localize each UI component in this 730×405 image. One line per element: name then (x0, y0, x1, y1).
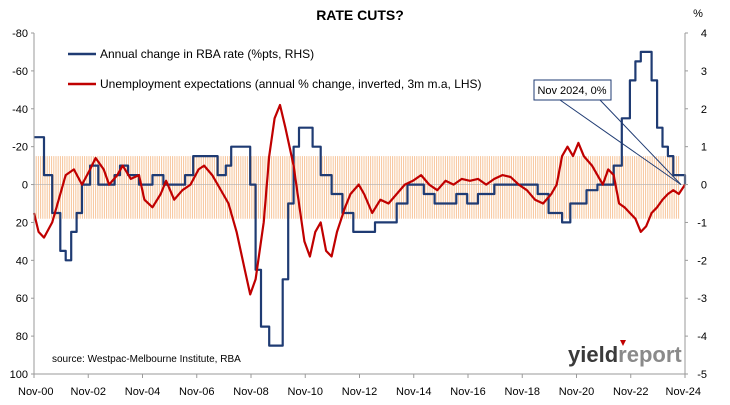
right-tick-label: 3 (701, 66, 707, 78)
x-tick-label: Nov-22 (613, 386, 648, 398)
right-tick-label: -5 (697, 369, 707, 381)
right-tick-label: -2 (697, 255, 707, 267)
right-tick-label: -4 (697, 331, 707, 343)
left-axis-ticks: -80 -60 -40 -20 0 20 40 60 80 100 (10, 28, 34, 381)
x-tick-label: Nov-02 (71, 386, 106, 398)
x-tick-label: Nov-14 (396, 386, 431, 398)
left-tick-label: 20 (16, 217, 28, 229)
left-tick-label: -60 (12, 66, 28, 78)
x-tick-label: Nov-10 (288, 386, 323, 398)
x-axis-ticks: Nov-00 Nov-02 Nov-04 Nov-06 Nov-08 Nov-10 Nov-… (18, 374, 701, 398)
left-tick-label: 60 (16, 293, 28, 305)
series-layer (32, 50, 687, 347)
left-tick-label: 80 (16, 331, 28, 343)
source-note: source: Westpac-Melbourne Institute, RBA (52, 354, 241, 365)
logo-marker-icon (620, 340, 626, 346)
legend-label-unemployment: Unemployment expectations (annual % chan… (100, 77, 482, 91)
left-tick-label: 100 (10, 369, 28, 381)
right-axis-unit: % (693, 8, 703, 20)
right-tick-label: -1 (697, 217, 707, 229)
x-tick-label: Nov-06 (179, 386, 214, 398)
left-tick-label: -40 (12, 104, 28, 116)
annotation-leader-2 (599, 99, 682, 185)
annotation-leader-1 (559, 99, 682, 186)
svg-text:yieldreport: yieldreport (568, 342, 682, 367)
right-tick-label: 0 (701, 180, 707, 192)
logo-report: report (618, 342, 682, 367)
left-tick-label: 40 (16, 255, 28, 267)
chart-title: RATE CUTS? (316, 7, 404, 23)
annotation-callout: Nov 2024, 0% (533, 79, 682, 186)
right-tick-label: -3 (697, 293, 707, 305)
x-tick-label: Nov-00 (18, 386, 53, 398)
right-axis-ticks: 4 3 2 1 0 -1 -2 -3 -4 -5 (685, 28, 707, 381)
x-tick-label: Nov-04 (125, 386, 160, 398)
annotation-box (533, 79, 612, 101)
legend-label-rba: Annual change in RBA rate (%pts, RHS) (100, 47, 314, 61)
band-layer (33, 156, 680, 219)
x-tick-label: Nov-12 (342, 386, 377, 398)
left-tick-label: 0 (22, 180, 28, 192)
x-tick-label: Nov-24 (666, 386, 701, 398)
logo-yield: yield (568, 342, 618, 367)
right-tick-label: 2 (701, 104, 707, 116)
left-tick-label: -20 (12, 142, 28, 154)
x-tick-label: Nov-20 (559, 386, 594, 398)
yieldreport-logo: yieldreport (568, 340, 682, 367)
left-tick-label: -80 (12, 28, 28, 40)
unemployment-expectations-series-line (32, 103, 686, 296)
legend: Annual change in RBA rate (%pts, RHS) Un… (68, 47, 482, 91)
right-tick-label: 4 (701, 28, 707, 40)
annotation-text: Nov 2024, 0% (537, 85, 606, 97)
x-tick-label: Nov-08 (233, 386, 268, 398)
right-tick-label: 1 (701, 142, 707, 154)
x-tick-label: Nov-16 (450, 386, 485, 398)
x-tick-label: Nov-18 (505, 386, 540, 398)
